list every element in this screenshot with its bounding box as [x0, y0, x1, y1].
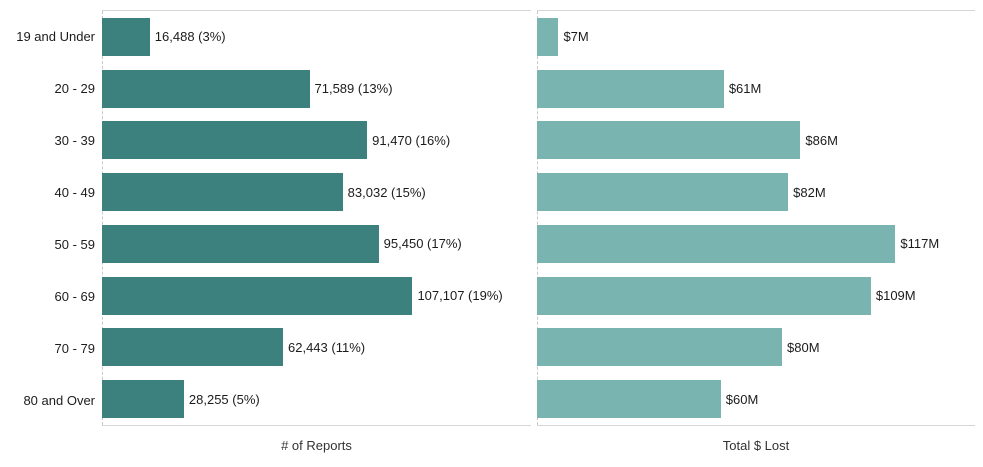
bar-mark[interactable]	[537, 380, 721, 419]
bar-value-label: $86M	[805, 132, 838, 148]
bar-mark[interactable]	[102, 224, 379, 263]
category-label: 50 - 59	[54, 236, 95, 252]
bar-value-label: $7M	[563, 29, 589, 45]
bar-value-label: 62,443 (11%)	[288, 339, 366, 355]
bar-mark[interactable]	[102, 276, 413, 315]
bar-band: $117M	[537, 218, 975, 270]
bar-band: $60M	[537, 373, 975, 425]
category-label: 80 and Over	[23, 392, 95, 408]
dollars-lost-panel: $7M $61M $86M $82M $117M $109M $80M $60M	[537, 10, 975, 426]
bar-band: $86M	[537, 115, 975, 167]
bar-band: $82M	[537, 166, 975, 218]
bar-mark[interactable]	[537, 121, 801, 160]
bar-value-label: $109M	[875, 288, 916, 304]
reports-panel: 16,488 (3%) 71,589 (13%) 91,470 (16%) 83,03…	[102, 10, 531, 426]
bar-band: 83,032 (15%)	[102, 166, 531, 218]
bar-band: 91,470 (16%)	[102, 115, 531, 167]
zero-axis-line	[537, 11, 538, 425]
bar-value-label: $60M	[725, 391, 759, 407]
category-label: 60 - 69	[54, 288, 95, 304]
bar-band: 107,107 (19%)	[102, 270, 531, 322]
bar-value-label: $117M	[900, 236, 940, 252]
bar-band: 28,255 (5%)	[102, 373, 531, 425]
bar-mark[interactable]	[537, 173, 789, 212]
bar-band: 95,450 (17%)	[102, 218, 531, 270]
bar-mark[interactable]	[102, 69, 310, 108]
category-label: 40 - 49	[54, 184, 95, 200]
bar-mark[interactable]	[537, 276, 871, 315]
category-label: 70 - 79	[54, 340, 95, 356]
bar-mark[interactable]	[537, 328, 783, 367]
bar-value-label: 107,107 (19%)	[417, 288, 503, 304]
bar-mark[interactable]	[102, 17, 150, 56]
bar-band: 71,589 (13%)	[102, 63, 531, 115]
bar-value-label: $82M	[793, 184, 826, 200]
category-label: 30 - 39	[54, 132, 95, 148]
bar-mark[interactable]	[537, 69, 724, 108]
bar-value-label: 16,488 (3%)	[154, 29, 226, 45]
bar-mark[interactable]	[102, 121, 368, 160]
bar-mark[interactable]	[537, 224, 896, 263]
bar-value-label: 71,589 (13%)	[314, 81, 393, 97]
bar-band: 16,488 (3%)	[102, 11, 531, 63]
x-axis-titles: # of Reports Total $ Lost	[0, 427, 983, 467]
x-axis-title-dollars-lost: Total $ Lost	[722, 438, 790, 453]
bar-value-label: 83,032 (15%)	[347, 184, 426, 200]
bar-band: $109M	[537, 270, 975, 322]
zero-axis-line	[102, 11, 103, 425]
bar-mark[interactable]	[537, 17, 559, 56]
bar-band: $80M	[537, 322, 975, 374]
bar-band: $61M	[537, 63, 975, 115]
bar-value-label: 28,255 (5%)	[188, 391, 260, 407]
bar-mark[interactable]	[102, 380, 184, 419]
category-label: 19 and Under	[16, 28, 95, 44]
bar-value-label: $80M	[787, 339, 820, 355]
bar-value-label: 91,470 (16%)	[372, 132, 451, 148]
bar-value-label: $61M	[728, 81, 762, 97]
bar-mark[interactable]	[102, 328, 283, 367]
y-axis-category-labels: 19 and Under 20 - 29 30 - 39 40 - 49 50 - 59…	[0, 10, 102, 426]
bar-band: $7M	[537, 11, 975, 63]
x-axis-title-reports: # of Reports	[281, 438, 352, 453]
category-label: 20 - 29	[54, 80, 95, 96]
bar-mark[interactable]	[102, 173, 343, 212]
plot-area: 19 and Under 20 - 29 30 - 39 40 - 49 50 - 59…	[0, 10, 983, 426]
bar-value-label: 95,450 (17%)	[383, 236, 462, 252]
bar-band: 62,443 (11%)	[102, 322, 531, 374]
